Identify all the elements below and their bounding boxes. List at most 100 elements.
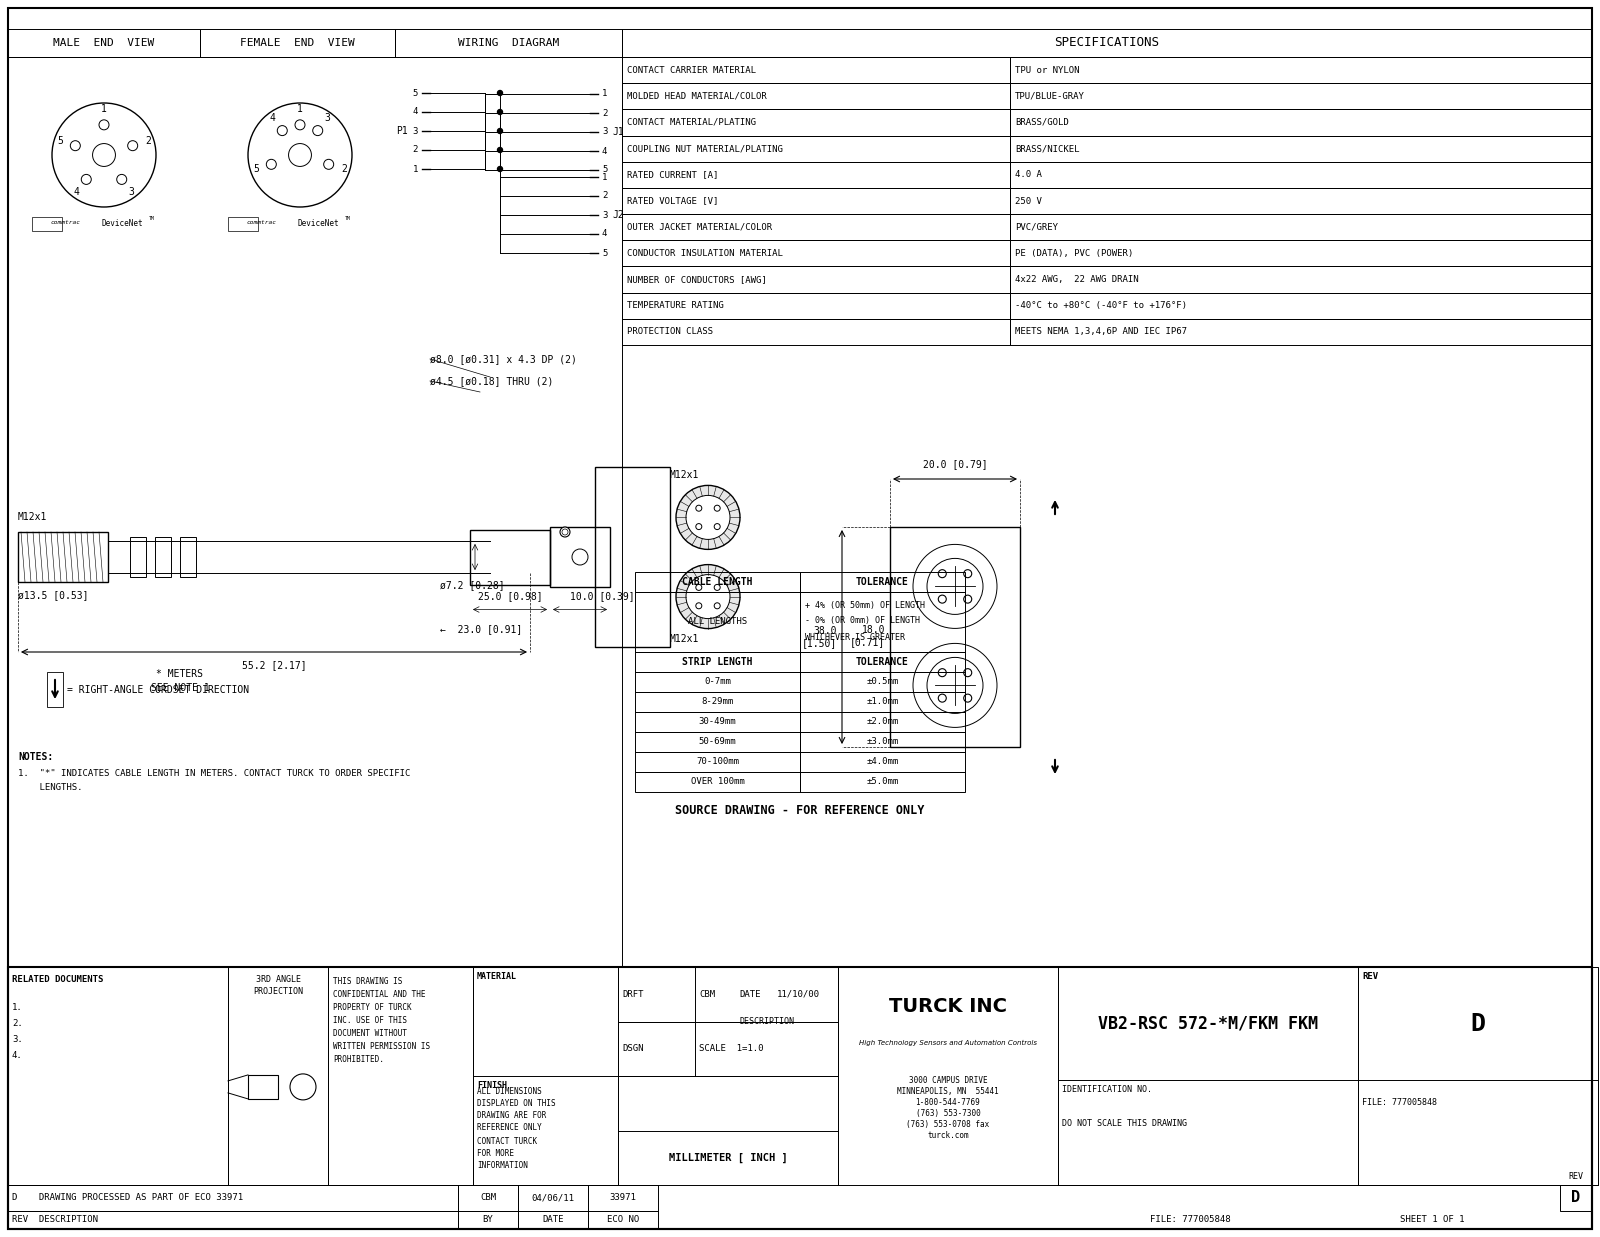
Text: -40°C to +80°C (-40°F to +176°F): -40°C to +80°C (-40°F to +176°F)	[1014, 302, 1187, 310]
Text: RELATED DOCUMENTS: RELATED DOCUMENTS	[13, 975, 104, 983]
Circle shape	[714, 523, 720, 529]
Text: 5: 5	[602, 166, 608, 174]
Text: DeviceNet: DeviceNet	[101, 219, 142, 228]
Text: FINISH: FINISH	[477, 1081, 507, 1090]
Text: NOTES:: NOTES:	[18, 752, 53, 762]
Bar	[1010, 214, 1592, 240]
Bar	[618, 1022, 694, 1076]
Text: 30-49mm: 30-49mm	[699, 717, 736, 726]
Bar	[589, 1211, 658, 1230]
Circle shape	[498, 110, 502, 115]
Text: 1: 1	[101, 104, 107, 114]
Text: J1: J1	[611, 127, 624, 137]
Text: CABLE LENGTH: CABLE LENGTH	[682, 576, 752, 588]
Text: REFERENCE ONLY: REFERENCE ONLY	[477, 1123, 542, 1132]
Text: LENGTHS.: LENGTHS.	[18, 783, 83, 792]
Bar	[155, 537, 171, 576]
Text: PROJECTION: PROJECTION	[253, 987, 302, 996]
Bar	[800, 691, 965, 713]
Bar	[622, 57, 1010, 83]
Text: 1: 1	[413, 165, 418, 173]
Bar	[622, 28, 1592, 57]
Circle shape	[963, 694, 971, 703]
Bar	[8, 1185, 458, 1211]
Text: D: D	[1470, 1012, 1485, 1035]
Circle shape	[117, 174, 126, 184]
Text: RATED CURRENT [A]: RATED CURRENT [A]	[627, 171, 718, 179]
Text: 2.: 2.	[13, 1018, 22, 1028]
Text: - 0% (OR 0mm) OF LENGTH: - 0% (OR 0mm) OF LENGTH	[805, 616, 920, 625]
Bar	[1010, 83, 1592, 109]
Bar	[8, 28, 200, 57]
Circle shape	[323, 160, 334, 169]
Bar	[622, 136, 1010, 162]
Text: PE (DATA), PVC (POWER): PE (DATA), PVC (POWER)	[1014, 249, 1133, 257]
Circle shape	[498, 90, 502, 95]
Text: ±1.0mm: ±1.0mm	[866, 698, 899, 706]
Bar	[800, 593, 965, 652]
Circle shape	[714, 602, 720, 609]
Circle shape	[675, 485, 739, 549]
Text: 4: 4	[602, 230, 608, 239]
Bar	[618, 1076, 838, 1131]
Text: commtrac: commtrac	[51, 220, 82, 225]
Text: 1: 1	[602, 89, 608, 99]
Bar	[635, 571, 800, 593]
Bar	[800, 752, 965, 772]
Bar	[635, 713, 800, 732]
Text: 5: 5	[602, 249, 608, 257]
Text: High Technology Sensors and Automation Controls: High Technology Sensors and Automation C…	[859, 1040, 1037, 1047]
Text: INFORMATION: INFORMATION	[477, 1162, 528, 1170]
Text: 38.0
[1.50]: 38.0 [1.50]	[802, 626, 837, 648]
Text: ø8.0 [ø0.31] x 4.3 DP (2): ø8.0 [ø0.31] x 4.3 DP (2)	[430, 354, 578, 364]
Text: 3.: 3.	[13, 1034, 22, 1044]
Text: commtrac: commtrac	[246, 220, 277, 225]
Bar	[395, 28, 622, 57]
Circle shape	[99, 120, 109, 130]
Bar	[635, 593, 800, 652]
Circle shape	[696, 505, 702, 511]
Circle shape	[714, 584, 720, 590]
Text: PROPERTY OF TURCK: PROPERTY OF TURCK	[333, 1003, 411, 1012]
Bar	[618, 967, 838, 1022]
Circle shape	[938, 694, 946, 703]
Text: M12x1: M12x1	[670, 633, 699, 643]
Circle shape	[686, 495, 730, 539]
Bar	[635, 691, 800, 713]
Bar	[622, 83, 1010, 109]
Text: DSGN: DSGN	[622, 1044, 643, 1053]
Bar	[8, 57, 622, 967]
Text: 4.0 A: 4.0 A	[1014, 171, 1042, 179]
Text: PROTECTION CLASS: PROTECTION CLASS	[627, 328, 714, 336]
Text: 4.: 4.	[13, 1050, 22, 1060]
Text: ←  23.0 [0.91]: ← 23.0 [0.91]	[440, 625, 522, 635]
Bar	[32, 216, 62, 231]
Bar	[1358, 1080, 1598, 1185]
Text: 11/10/00: 11/10/00	[776, 990, 819, 998]
Text: MINNEAPOLIS, MN  55441: MINNEAPOLIS, MN 55441	[898, 1087, 998, 1096]
Bar	[474, 967, 618, 1185]
Bar	[635, 672, 800, 691]
Bar	[458, 1211, 518, 1230]
Circle shape	[277, 126, 288, 136]
Text: TM: TM	[346, 215, 350, 220]
Circle shape	[914, 643, 997, 727]
Text: 3RD ANGLE: 3RD ANGLE	[256, 975, 301, 983]
Text: 33971: 33971	[610, 1194, 637, 1202]
Text: VB2-RSC 572-*M/FKM FKM: VB2-RSC 572-*M/FKM FKM	[1098, 1014, 1318, 1033]
Text: 3: 3	[128, 187, 134, 198]
Bar	[622, 293, 1010, 319]
Text: 0-7mm: 0-7mm	[704, 678, 731, 687]
Text: MEETS NEMA 1,3,4,6P AND IEC IP67: MEETS NEMA 1,3,4,6P AND IEC IP67	[1014, 328, 1187, 336]
Text: 1: 1	[298, 104, 302, 114]
Text: 5: 5	[253, 165, 259, 174]
Text: P1: P1	[397, 126, 408, 136]
Text: IDENTIFICATION NO.: IDENTIFICATION NO.	[1062, 1085, 1152, 1094]
Bar	[622, 188, 1010, 214]
Text: WIRING  DIAGRAM: WIRING DIAGRAM	[458, 38, 558, 48]
Bar	[589, 1185, 658, 1211]
Circle shape	[938, 669, 946, 677]
Circle shape	[963, 570, 971, 578]
Bar	[838, 967, 1058, 1185]
Text: WRITTEN PERMISSION IS: WRITTEN PERMISSION IS	[333, 1042, 430, 1051]
